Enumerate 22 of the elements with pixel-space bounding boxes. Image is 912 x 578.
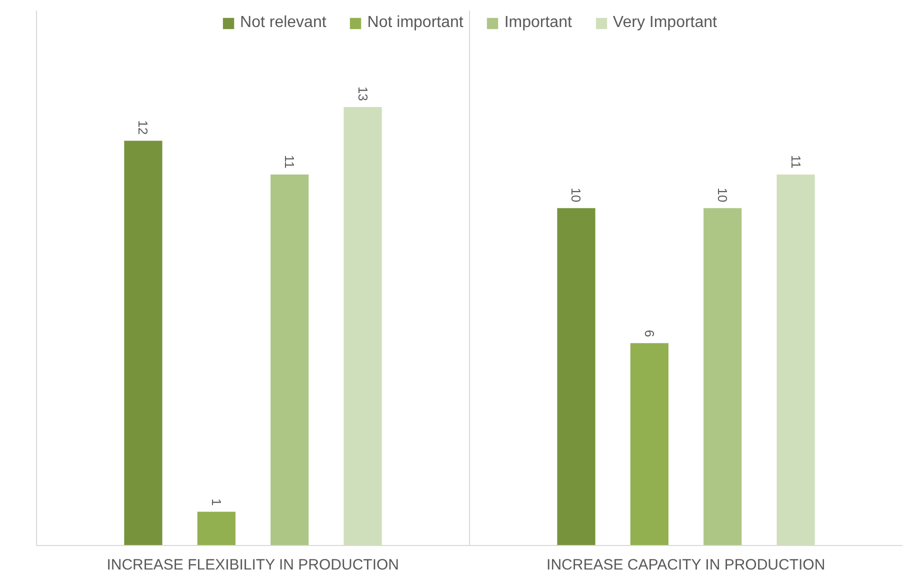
data-label: 12 bbox=[136, 120, 151, 135]
bar bbox=[197, 512, 236, 546]
bar bbox=[630, 343, 668, 546]
data-label: 11 bbox=[282, 154, 298, 168]
bar bbox=[776, 174, 815, 546]
legend-label: Not important bbox=[367, 14, 464, 32]
bar bbox=[270, 174, 309, 546]
legend-label: Very Important bbox=[612, 14, 717, 32]
x-tick-label: INCREASE CAPACITY IN PRODUCTION bbox=[546, 556, 826, 574]
bar bbox=[344, 106, 382, 546]
bar bbox=[557, 208, 596, 546]
bar bbox=[704, 208, 742, 546]
data-label: 11 bbox=[788, 154, 804, 168]
bar bbox=[124, 140, 162, 546]
data-label: 1 bbox=[208, 498, 224, 506]
x-tick-label: INCREASE FLEXIBILITY IN PRODUCTION bbox=[106, 556, 400, 574]
data-label: 10 bbox=[715, 188, 730, 202]
data-label: 6 bbox=[642, 330, 657, 338]
data-label: 13 bbox=[355, 86, 370, 101]
legend-label: Not relevant bbox=[240, 14, 326, 32]
data-label: 10 bbox=[568, 188, 584, 202]
legend-label: Important bbox=[504, 14, 572, 32]
